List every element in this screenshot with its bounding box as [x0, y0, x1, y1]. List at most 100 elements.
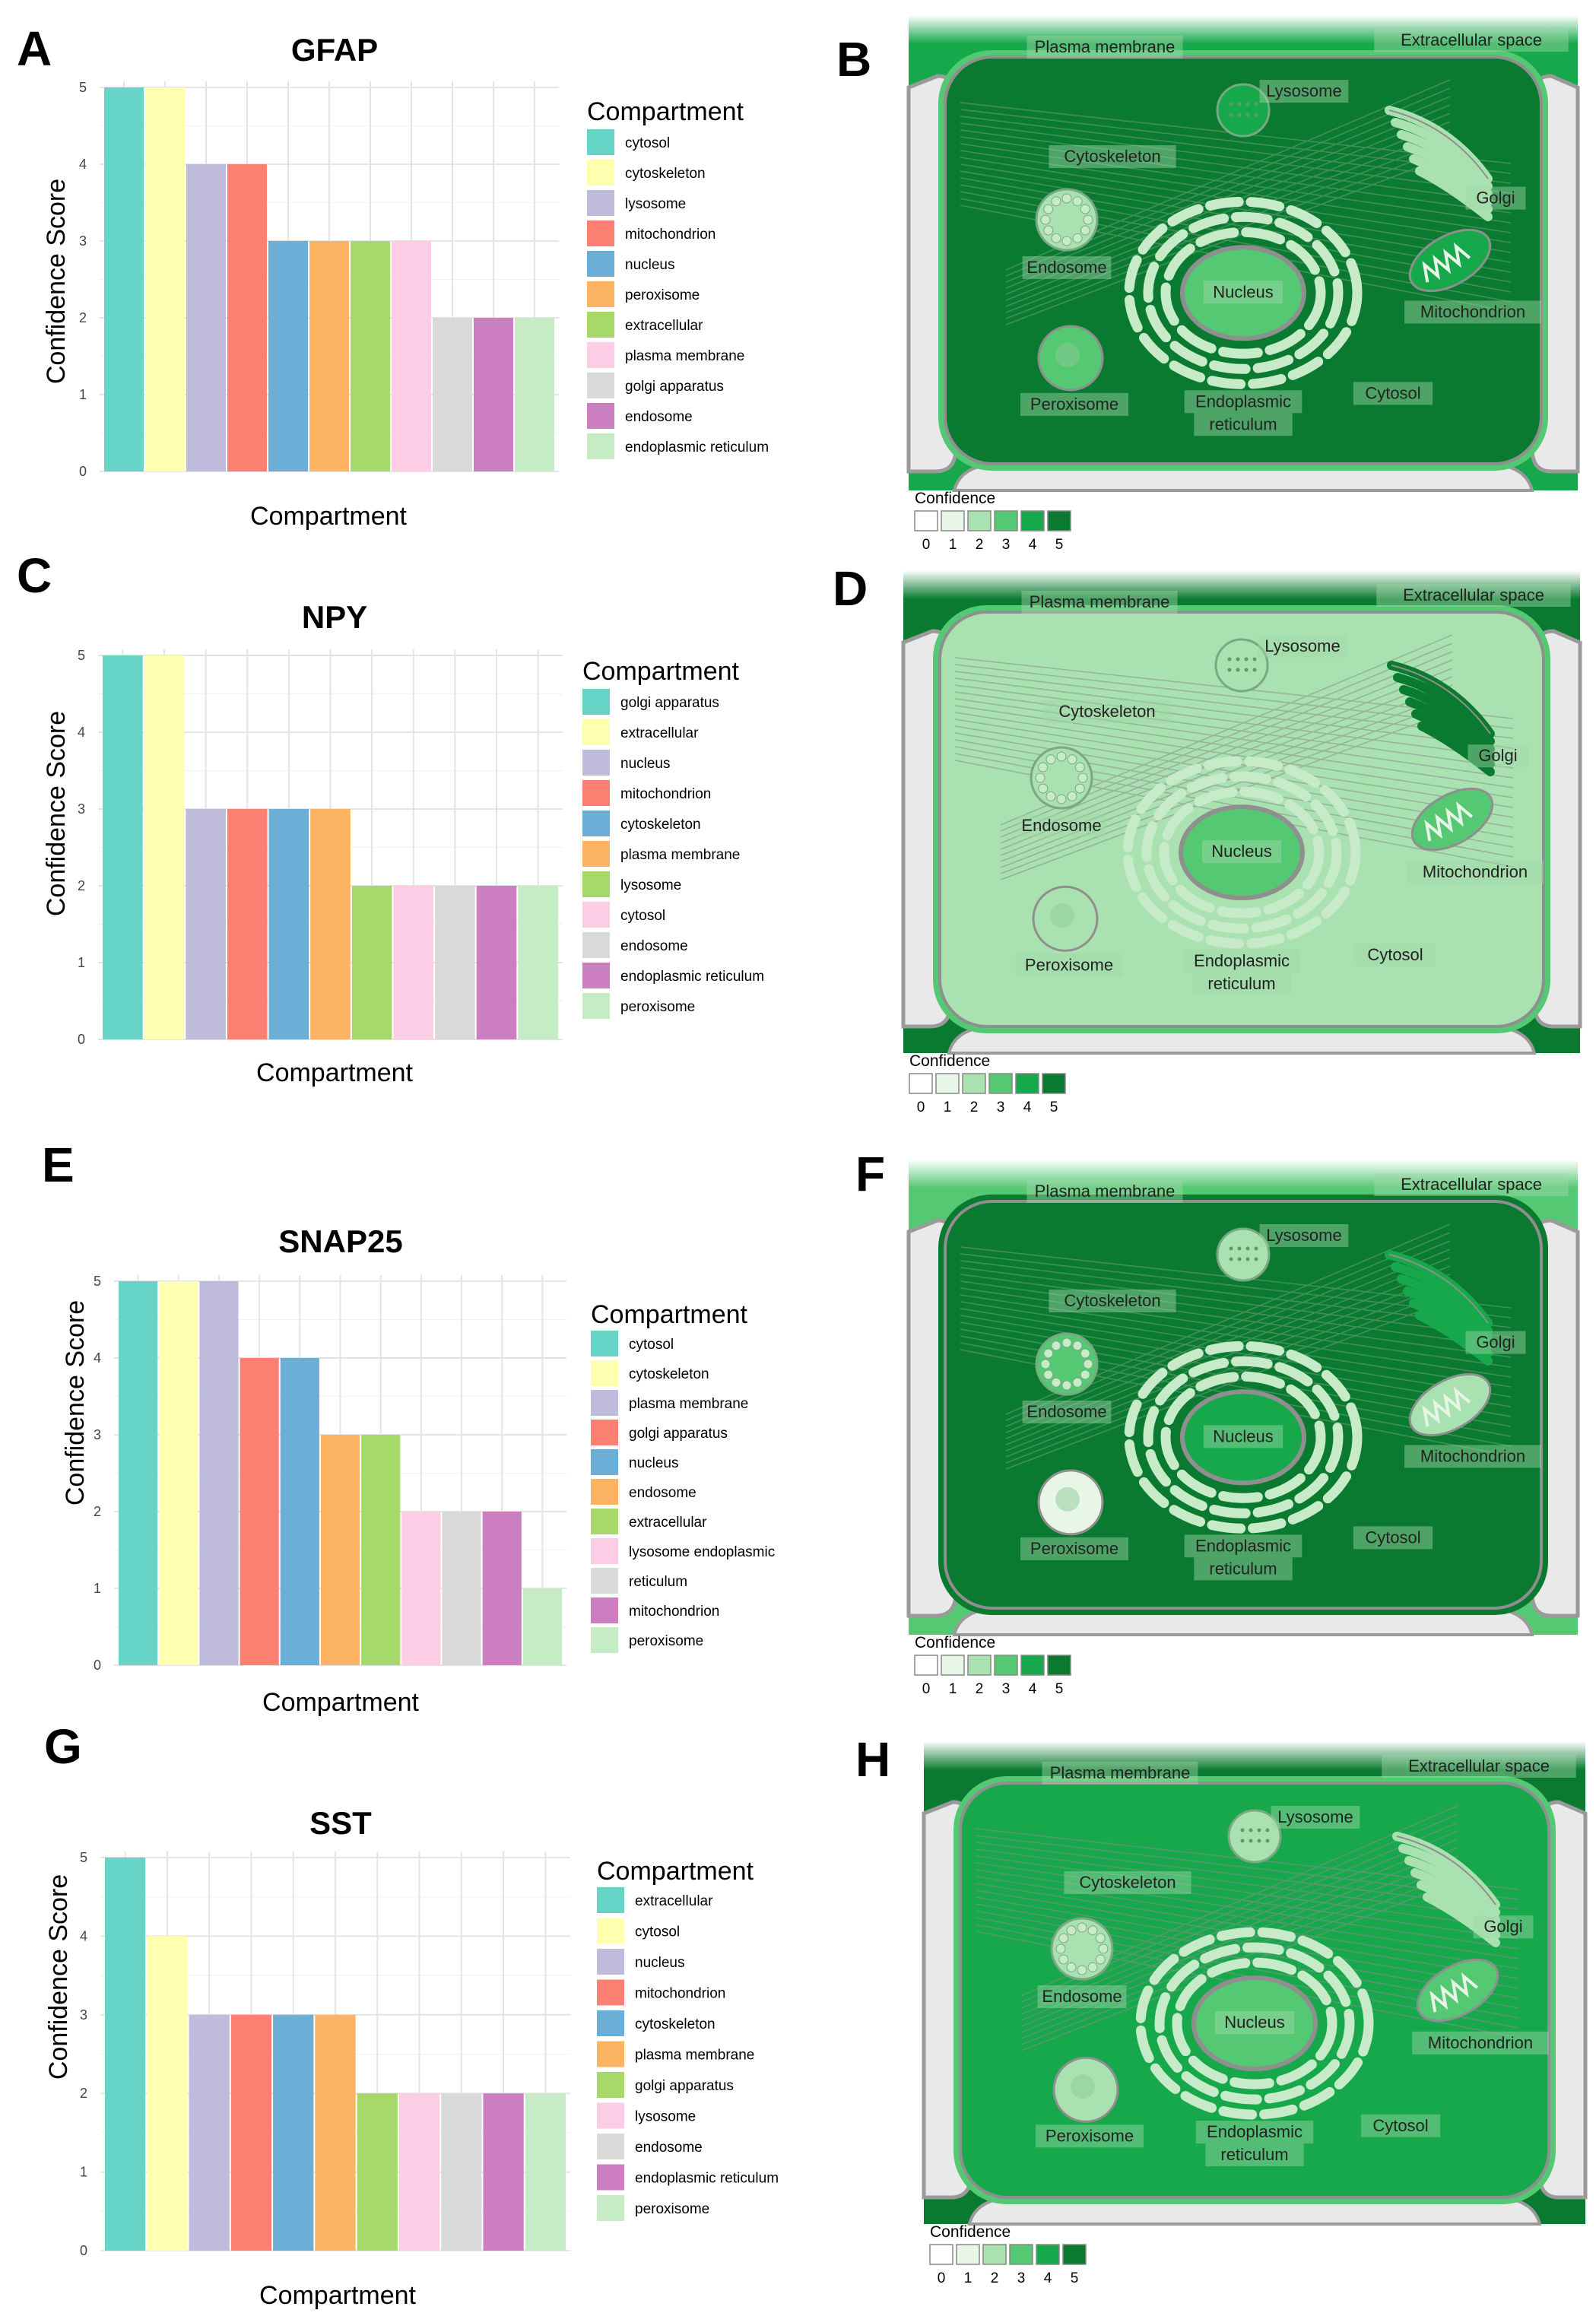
confidence-level-label: 4	[1029, 537, 1037, 553]
y-tick-label: 2	[80, 2086, 87, 2101]
bar	[273, 2014, 314, 2251]
endosome-vesicle	[1061, 1380, 1072, 1391]
label-box	[1194, 1557, 1293, 1581]
bar-chart-gfap: 0 1 2 3 4 5 GFAP Confidence Score Compartment Com…	[42, 32, 769, 531]
legend-swatch	[597, 1949, 624, 1975]
lysosome-dot	[1265, 1839, 1270, 1843]
legend-swatch	[582, 902, 610, 928]
legend-entry: peroxisome	[620, 999, 695, 1015]
endoplasmic-reticulum	[1122, 756, 1361, 949]
lysosome-dot	[1252, 668, 1257, 672]
bar	[309, 241, 349, 471]
panel-letter-c: C	[17, 548, 52, 603]
confidence-swatch	[1020, 1655, 1045, 1676]
label-cytosol: Cytosol	[1372, 2116, 1428, 2135]
y-tick-label: 0	[80, 2243, 87, 2258]
y-tick-label: 4	[80, 1928, 87, 1943]
endosome-vesicle	[1051, 1341, 1061, 1351]
y-tick-label: 5	[94, 1274, 101, 1289]
legend-swatch	[582, 750, 610, 776]
y-axis-label: Confidence Score	[42, 711, 71, 916]
confidence-swatch	[914, 510, 938, 531]
bar	[104, 87, 144, 471]
legend-entry: cytoskeleton	[629, 1366, 709, 1382]
label-box	[1382, 1755, 1576, 1778]
lysosome	[1227, 1809, 1282, 1864]
endosome-vesicle	[1043, 1348, 1054, 1359]
lysosome-dot	[1254, 1257, 1258, 1261]
label-box	[1355, 943, 1436, 966]
endosome-vesicle	[1080, 204, 1090, 214]
legend-entry: cytosol	[629, 1337, 674, 1353]
peroxisome-core	[1055, 342, 1080, 367]
confidence-level-label: 0	[938, 2270, 946, 2286]
label-box	[1412, 2031, 1549, 2054]
legend-entry: endosome	[625, 409, 693, 425]
bar	[435, 886, 475, 1039]
endosome-vesicle	[1043, 225, 1054, 236]
mitochondrion	[1408, 228, 1492, 293]
label-box	[1022, 1401, 1112, 1423]
endosome-vesicle	[1056, 794, 1067, 804]
confidence-level-label: 5	[1055, 1681, 1064, 1697]
lysosome-dot	[1254, 102, 1258, 106]
label-box	[1021, 591, 1178, 614]
legend-swatch	[582, 993, 610, 1019]
bar	[280, 1358, 319, 1665]
label-cytoskeleton: Cytoskeleton	[1058, 702, 1155, 721]
legend-entry: endoplasmic reticulum	[625, 439, 769, 455]
y-tick-label: 2	[79, 310, 87, 325]
legend-entry: golgi apparatus	[629, 1426, 728, 1442]
endosome	[1050, 1917, 1114, 1981]
legend-title: Compartment	[597, 1857, 754, 1886]
bar	[320, 1435, 360, 1665]
bar	[442, 1512, 481, 1665]
label-cytoskeleton: Cytoskeleton	[1064, 147, 1160, 166]
legend-swatch	[597, 2195, 624, 2221]
endosome-vesicle	[1067, 791, 1077, 801]
legend-entry: plasma membrane	[635, 2048, 754, 2064]
endosome-vesicle	[1074, 783, 1085, 794]
endosome-vesicle	[1045, 754, 1056, 765]
confidence-legend-title: Confidence	[930, 2223, 1011, 2241]
bar	[227, 809, 268, 1039]
legend-title: Compartment	[591, 1300, 748, 1329]
golgi-outline	[1388, 109, 1489, 179]
lysosome-dot	[1240, 1828, 1245, 1832]
legend-entry: peroxisome	[635, 2201, 709, 2217]
label-box	[1203, 1425, 1283, 1448]
legend-entry: endoplasmic reticulum	[635, 2171, 779, 2187]
lysosome-dot	[1237, 102, 1242, 106]
legend-swatch	[582, 932, 610, 958]
legend-swatch	[582, 811, 610, 836]
confidence-swatch	[994, 510, 1018, 531]
legend-swatch	[591, 1331, 618, 1356]
legend-entry: plasma membrane	[620, 847, 740, 863]
bar	[361, 1435, 401, 1665]
confidence-swatch	[962, 1073, 986, 1094]
label-extracellular-space: Extracellular space	[1408, 1756, 1550, 1775]
endosome-vesicle	[1038, 762, 1049, 773]
panel-letter-a: A	[17, 21, 52, 76]
lysosome-dot	[1236, 657, 1240, 662]
confidence-level-label: 5	[1050, 1099, 1058, 1115]
confidence-swatch	[1062, 2244, 1087, 2265]
legend-entry: mitochondrion	[635, 1986, 725, 2002]
lysosome-dot	[1257, 1828, 1261, 1832]
legend-swatch	[597, 2102, 624, 2129]
endosome-vesicle	[1072, 1377, 1083, 1388]
label-box	[1037, 1985, 1127, 2008]
confidence-level-label: 1	[964, 2270, 973, 2286]
legend-swatch	[597, 2164, 624, 2191]
bar	[186, 164, 226, 471]
legend-entry: nucleus	[625, 257, 675, 273]
label-plasma-membrane: Plasma membrane	[1035, 1182, 1176, 1201]
label-box	[1026, 1180, 1183, 1203]
label-box	[1214, 2011, 1295, 2035]
bar	[351, 241, 390, 471]
mitochondrion-cristae	[1422, 243, 1471, 283]
label-box	[1020, 1537, 1128, 1560]
cell-diagram-npy: Plasma membrane Extracellular space Lysoso…	[901, 570, 1582, 1115]
panel-letter-f: F	[855, 1147, 886, 1201]
y-tick-label: 0	[79, 464, 87, 479]
